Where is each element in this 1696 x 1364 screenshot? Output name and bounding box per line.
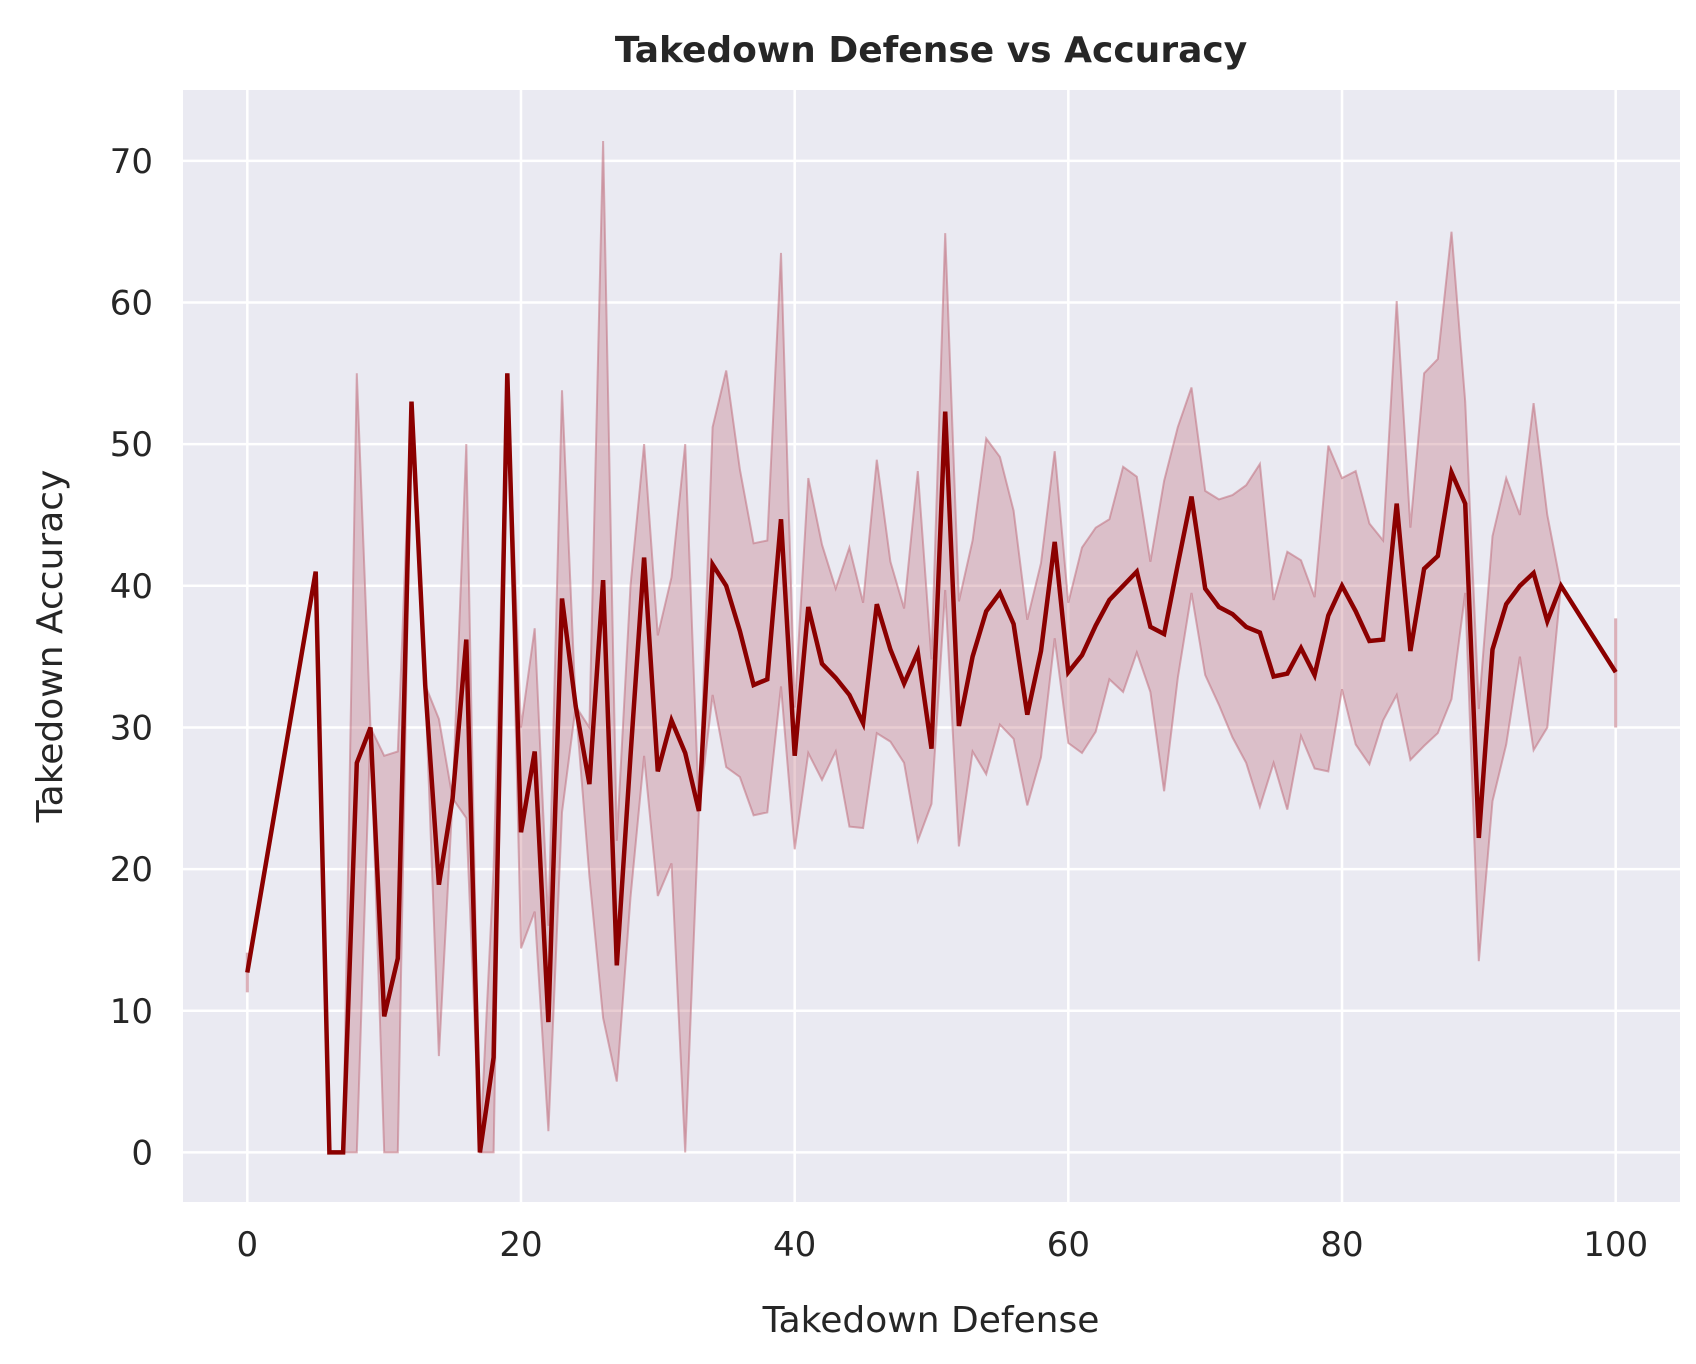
y-tick-label: 40 (110, 567, 153, 607)
y-axis-label: Takedown Accuracy (30, 470, 71, 824)
x-axis-label: Takedown Defense (762, 1300, 1100, 1341)
x-tick-label: 20 (499, 1225, 542, 1265)
x-tick-label: 0 (236, 1225, 258, 1265)
chart-title: Takedown Defense vs Accuracy (615, 30, 1247, 71)
x-tick-label: 60 (1047, 1225, 1090, 1265)
x-tick-labels: 0 20 40 60 80 100 (236, 1225, 1648, 1265)
y-tick-label: 20 (110, 850, 153, 890)
y-tick-labels: 0 10 20 30 40 50 60 70 (110, 142, 153, 1174)
y-tick-label: 10 (110, 992, 153, 1032)
series-polyline (245, 373, 1618, 1155)
y-tick-label: 30 (110, 708, 153, 748)
y-tick-label: 70 (110, 142, 153, 182)
y-tick-label: 50 (110, 425, 153, 465)
y-tick-label: 60 (110, 283, 153, 323)
series-line (245, 373, 1618, 1155)
x-tick-label: 100 (1583, 1225, 1648, 1265)
x-tick-label: 40 (773, 1225, 816, 1265)
data-points (247, 373, 1616, 1153)
y-tick-label: 0 (131, 1133, 153, 1173)
x-tick-label: 80 (1320, 1225, 1363, 1265)
